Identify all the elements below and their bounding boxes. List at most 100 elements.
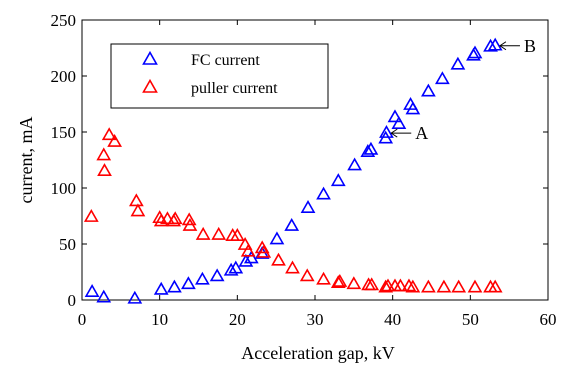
data-point-fc-current xyxy=(223,262,239,276)
data-point-puller-current xyxy=(316,271,331,285)
data-point-fc-current xyxy=(127,290,143,304)
y-tick-label: 200 xyxy=(51,67,77,86)
data-point-fc-current xyxy=(181,276,196,290)
annotation-label: B xyxy=(524,36,536,56)
data-point-puller-current xyxy=(153,213,169,227)
y-axis-ticks: 0 50 100 150 200 250 xyxy=(51,11,548,310)
data-point-fc-current xyxy=(284,217,300,231)
data-point-fc-current xyxy=(379,125,394,138)
data-point-fc-current xyxy=(434,71,450,85)
data-point-puller-current xyxy=(405,279,421,293)
data-point-puller-current xyxy=(101,127,117,141)
data-point-fc-current xyxy=(405,101,421,115)
data-point-puller-current xyxy=(436,279,452,293)
data-point-puller-current xyxy=(130,203,146,217)
x-axis-ticks: 0 10 20 30 40 50 60 xyxy=(78,20,557,329)
data-point-puller-current xyxy=(451,279,467,293)
data-point-puller-current xyxy=(271,252,286,266)
data-point-fc-current xyxy=(363,141,379,155)
data-point-fc-current xyxy=(243,250,259,264)
data-point-fc-current xyxy=(467,45,483,59)
data-point-puller-current xyxy=(393,278,408,292)
data-point-fc-current xyxy=(347,157,362,171)
data-point-fc-current xyxy=(360,144,376,157)
data-point-puller-current xyxy=(380,278,396,292)
series-fc-current xyxy=(84,37,503,304)
data-point-puller-current xyxy=(254,240,270,254)
data-point-puller-current xyxy=(237,237,253,250)
data-point-puller-current xyxy=(487,279,503,293)
data-point-fc-current xyxy=(300,200,316,213)
legend-label-fc-current: FC current xyxy=(191,52,260,69)
series-layer xyxy=(83,37,503,304)
legend: FC current puller current xyxy=(110,43,329,109)
annotation-b: B xyxy=(499,36,536,56)
annotation-layer: AB xyxy=(390,36,536,143)
data-point-puller-current xyxy=(346,276,362,290)
annotation-arrow-head xyxy=(499,41,507,51)
data-point-fc-current xyxy=(450,56,466,70)
data-point-puller-current xyxy=(285,260,300,274)
data-point-fc-current xyxy=(228,260,244,274)
data-point-fc-current xyxy=(96,289,112,303)
data-point-puller-current xyxy=(256,244,272,258)
data-point-fc-current xyxy=(238,253,254,267)
legend-marker-fc-current xyxy=(142,50,158,65)
data-point-puller-current xyxy=(182,217,198,231)
x-axis-label: Acceleration gap, kV xyxy=(241,343,394,363)
data-point-puller-current xyxy=(160,211,175,225)
y-tick-label: 100 xyxy=(51,179,77,198)
data-point-puller-current xyxy=(364,277,380,291)
y-tick-label: 250 xyxy=(51,11,77,30)
data-point-fc-current xyxy=(330,173,346,187)
data-point-fc-current xyxy=(487,37,503,51)
x-tick-label: 30 xyxy=(307,310,324,329)
data-point-puller-current xyxy=(96,147,112,161)
data-point-puller-current xyxy=(401,278,417,292)
data-point-puller-current xyxy=(97,163,112,176)
x-tick-label: 0 xyxy=(78,310,87,329)
series-puller-current xyxy=(83,127,503,293)
data-point-puller-current xyxy=(229,228,245,241)
data-point-puller-current xyxy=(240,243,256,257)
legend-label-puller-current: puller current xyxy=(191,80,278,97)
data-point-fc-current xyxy=(483,38,498,52)
data-point-fc-current xyxy=(421,83,436,97)
x-tick-label: 50 xyxy=(462,310,479,329)
x-tick-label: 20 xyxy=(229,310,246,329)
x-tick-label: 40 xyxy=(384,310,401,329)
data-point-puller-current xyxy=(467,279,483,293)
x-tick-label: 10 xyxy=(151,310,168,329)
data-point-puller-current xyxy=(83,209,99,222)
y-axis-label: current, mA xyxy=(16,117,36,204)
x-tick-label: 60 xyxy=(540,310,557,329)
data-point-fc-current xyxy=(391,116,407,129)
data-point-puller-current xyxy=(421,279,436,293)
annotation-a: A xyxy=(390,123,428,143)
annotation-label: A xyxy=(415,123,428,143)
data-point-fc-current xyxy=(269,231,285,245)
data-point-puller-current xyxy=(181,212,197,226)
legend-marker-puller-current xyxy=(142,78,158,93)
data-point-puller-current xyxy=(211,226,227,240)
data-point-puller-current xyxy=(299,268,315,282)
legend-box xyxy=(110,43,329,109)
y-tick-label: 150 xyxy=(51,123,77,142)
data-point-puller-current xyxy=(167,211,183,225)
data-point-fc-current xyxy=(167,279,182,293)
data-point-puller-current xyxy=(332,273,348,287)
data-point-puller-current xyxy=(128,193,144,207)
data-point-puller-current xyxy=(378,279,394,293)
y-tick-label: 50 xyxy=(59,235,76,254)
data-point-puller-current xyxy=(107,133,122,147)
data-point-fc-current xyxy=(195,271,210,285)
data-point-fc-current xyxy=(84,284,100,297)
annotation-arrow-head xyxy=(390,128,398,138)
y-tick-label: 0 xyxy=(68,291,77,310)
data-point-fc-current xyxy=(387,109,403,123)
data-point-puller-current xyxy=(195,226,211,240)
data-point-fc-current xyxy=(153,281,169,295)
data-point-fc-current xyxy=(316,186,331,200)
data-point-fc-current xyxy=(209,268,225,282)
